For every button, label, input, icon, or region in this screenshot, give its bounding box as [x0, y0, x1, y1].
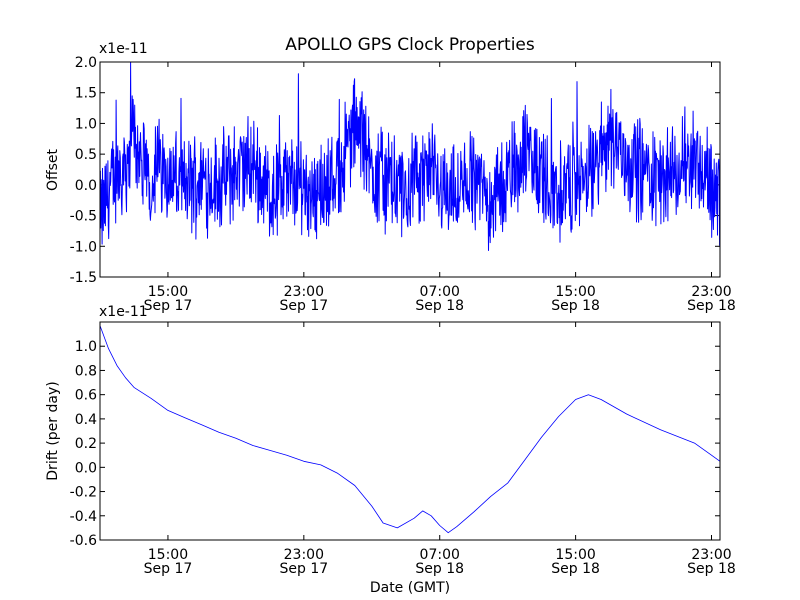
drift-y-axis-title: Drift (per day) [45, 381, 61, 480]
drift-y-tick-label: 0.8 [75, 363, 97, 379]
drift-x-axis-title: Date (GMT) [370, 580, 450, 596]
chart-title: APOLLO GPS Clock Properties [285, 35, 535, 55]
offset-x-tick-label-time: 07:00 [420, 284, 460, 300]
offset-y-tick-label: 2.0 [75, 55, 97, 71]
offset-y-tick-label: 0.5 [75, 147, 97, 163]
offset-x-tick-label-date: Sep 17 [280, 298, 329, 314]
offset-x-tick-label-time: 23:00 [691, 284, 731, 300]
offset-y-tick-label: -1.0 [70, 239, 97, 255]
offset-x-tick-label-date: Sep 18 [687, 298, 736, 314]
offset-panel: APOLLO GPS Clock Properties x1e-11 Offse… [45, 35, 736, 314]
drift-x-tick-label-time: 07:00 [420, 547, 460, 563]
drift-y-tick-label: 0.2 [75, 436, 97, 452]
offset-y-tick-label: -0.5 [70, 209, 97, 225]
drift-y-tick-label: -0.6 [70, 533, 97, 549]
drift-plot-frame [99, 321, 721, 541]
drift-y-tick-label: -0.2 [70, 485, 97, 501]
offset-plot-frame [99, 61, 721, 278]
drift-x-tick-label-date: Sep 17 [144, 561, 193, 577]
drift-x-tick-label-date: Sep 17 [280, 561, 329, 577]
drift-series-line [99, 325, 721, 534]
drift-exponent-label: x1e-11 [99, 304, 148, 320]
drift-x-tick-label-time: 15:00 [148, 547, 188, 563]
offset-x-tick-label-date: Sep 17 [144, 298, 193, 314]
offset-x-tick-label-time: 23:00 [284, 284, 324, 300]
drift-y-tick-label: 0.0 [75, 460, 97, 476]
offset-x-tick-label-date: Sep 18 [551, 298, 600, 314]
offset-exponent-label: x1e-11 [99, 41, 148, 57]
drift-x-tick-label-time: 23:00 [691, 547, 731, 563]
offset-x-tick-label-time: 15:00 [555, 284, 595, 300]
offset-x-tick-label-time: 15:00 [148, 284, 188, 300]
drift-x-tick-label-date: Sep 18 [687, 561, 736, 577]
drift-x-tick-label-date: Sep 18 [415, 561, 464, 577]
drift-x-tick-label-time: 15:00 [555, 547, 595, 563]
offset-y-tick-label: 1.0 [75, 116, 97, 132]
drift-y-tick-label: 0.4 [75, 412, 97, 428]
drift-x-tick-label-date: Sep 18 [551, 561, 600, 577]
drift-x-tick-label-time: 23:00 [284, 547, 324, 563]
offset-y-tick-label: 0.0 [75, 178, 97, 194]
drift-y-tick-label: -0.4 [70, 509, 97, 525]
offset-y-tick-label: 1.5 [75, 86, 97, 102]
drift-y-tick-label: 1.0 [75, 339, 97, 355]
offset-series-line [99, 61, 721, 251]
offset-y-axis-title: Offset [45, 148, 61, 191]
offset-y-tick-label: -1.5 [70, 270, 97, 286]
drift-panel: x1e-11 Drift (per day) Date (GMT) -0.6 -0… [45, 304, 736, 596]
offset-x-tick-label-date: Sep 18 [415, 298, 464, 314]
drift-y-tick-label: 0.6 [75, 388, 97, 404]
